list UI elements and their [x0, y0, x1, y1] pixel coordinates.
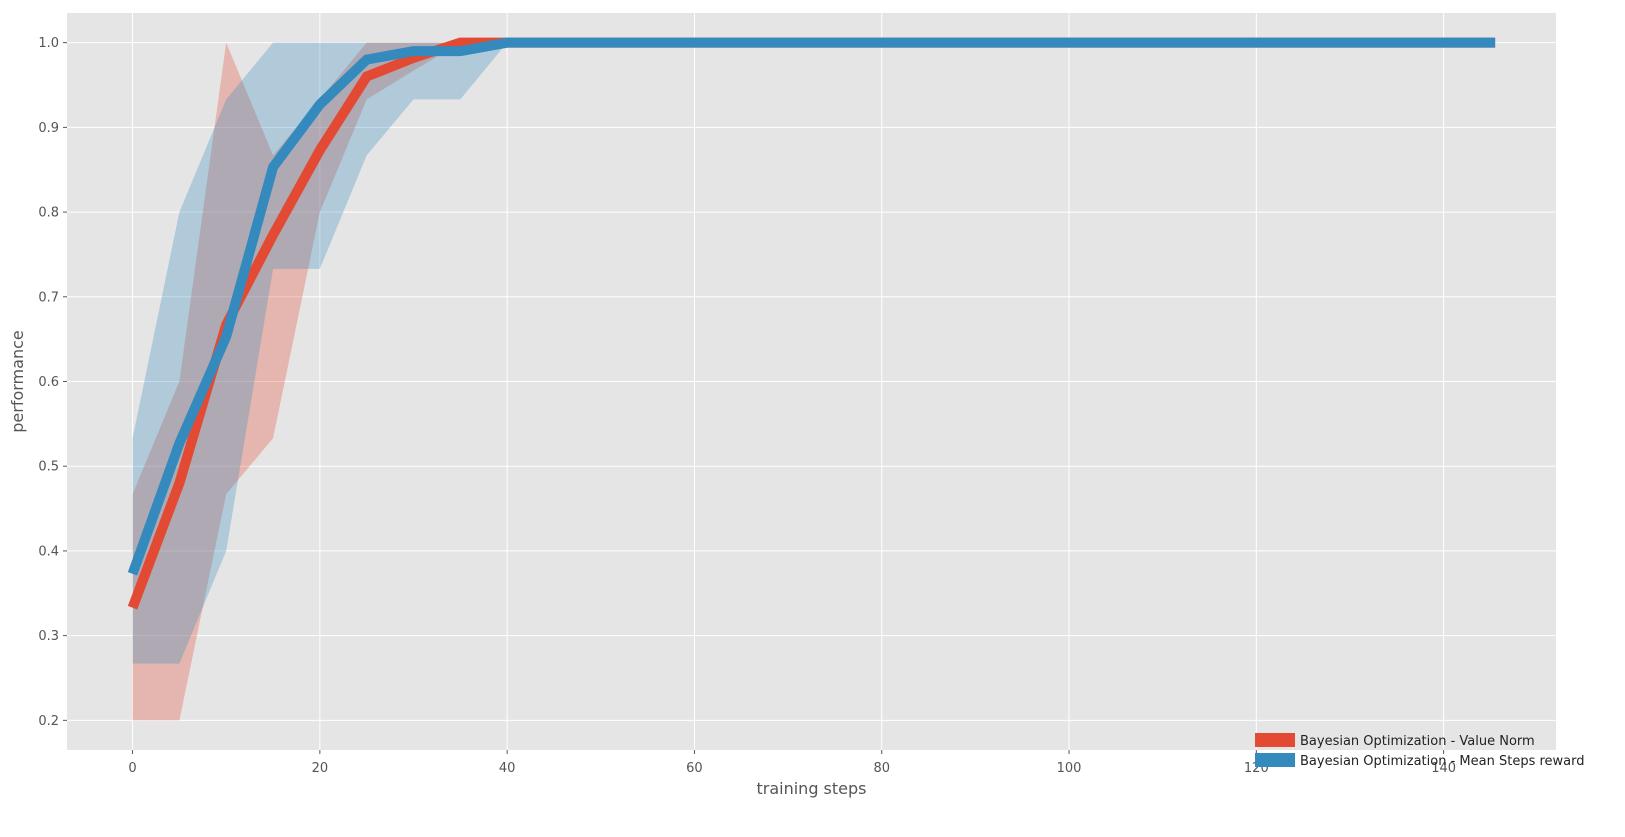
- x-tick-label: 100: [1057, 761, 1082, 776]
- y-tick-label: 0.7: [38, 290, 59, 305]
- confidence-band-1: [132, 42, 1496, 664]
- y-axis-ticks: 0.2 0.3 0.4 0.5 0.6 0.7 0.8 0.9 1.0: [38, 36, 67, 729]
- confidence-bands: [132, 42, 1496, 721]
- series-lines: [127, 37, 1496, 610]
- y-tick-label: 0.2: [38, 714, 59, 729]
- legend-swatch-value-norm: [1255, 733, 1295, 747]
- x-tick-label: 40: [499, 761, 516, 776]
- y-tick-label: 0.9: [38, 121, 59, 136]
- y-tick-label: 0.8: [38, 206, 59, 221]
- x-tick-label: 60: [686, 761, 703, 776]
- x-tick-label: 140: [1431, 761, 1456, 776]
- x-tick-label: 80: [873, 761, 890, 776]
- y-tick-label: 0.5: [38, 460, 59, 475]
- x-tick-label: 0: [128, 761, 136, 776]
- legend: Bayesian Optimization - Value Norm Bayes…: [1255, 733, 1585, 769]
- series-line-1: [127, 37, 1496, 576]
- x-tick-label: 20: [312, 761, 329, 776]
- legend-label-mean-steps-reward: Bayesian Optimization - Mean Steps rewar…: [1300, 754, 1585, 769]
- legend-swatch-mean-steps-reward: [1255, 753, 1295, 767]
- y-tick-label: 0.4: [38, 544, 59, 559]
- legend-label-value-norm: Bayesian Optimization - Value Norm: [1300, 734, 1535, 749]
- y-tick-label: 0.6: [38, 375, 59, 390]
- grid: [67, 13, 1556, 750]
- x-axis-label: training steps: [756, 779, 866, 798]
- y-tick-label: 0.3: [38, 629, 59, 644]
- y-axis-label: performance: [8, 330, 27, 432]
- y-tick-label: 1.0: [38, 36, 59, 51]
